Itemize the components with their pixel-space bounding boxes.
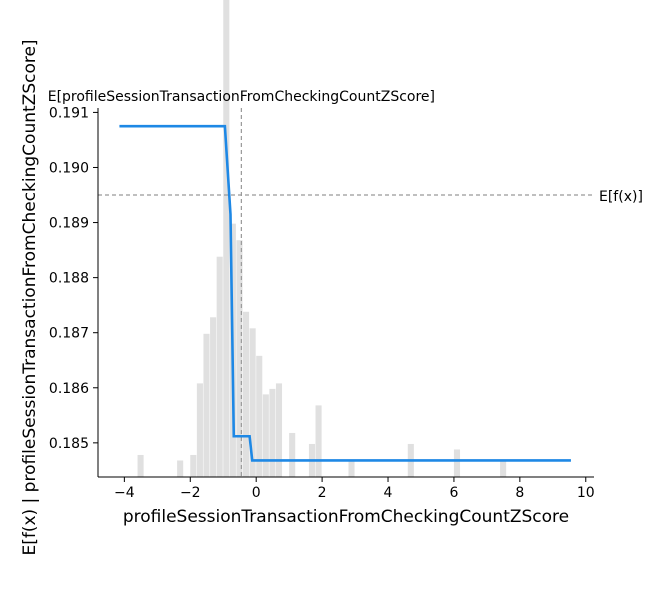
- histogram-bar: [243, 311, 250, 477]
- histogram-bar: [137, 454, 144, 477]
- x-tick-label: −2: [180, 485, 201, 501]
- histogram-bar: [216, 256, 223, 477]
- y-tick-label: 0.187: [49, 326, 89, 342]
- axes: −4 −2 0 2 4 6 8 10 0.1850.1860.1870.1880.1890.1…: [49, 105, 595, 501]
- x-tick-label: 0: [252, 485, 261, 501]
- dependence-line-layer: [119, 124, 571, 462]
- histogram-bar: [500, 460, 507, 477]
- histogram-bar: [203, 333, 210, 477]
- x-axis-title: profileSessionTransactionFromCheckingCou…: [123, 507, 569, 527]
- histogram-bar: [223, 0, 230, 477]
- expected-feature-label: E[profileSessionTransactionFromCheckingC…: [48, 89, 435, 105]
- histogram-bar: [210, 317, 217, 477]
- y-tick-label: 0.189: [49, 216, 89, 232]
- histogram-bar: [315, 405, 322, 477]
- y-axis-title: E[f(x) | profileSessionTransactionFromCh…: [20, 39, 40, 555]
- y-tick-label: 0.186: [49, 381, 89, 397]
- x-tick-label: 4: [384, 485, 393, 501]
- histogram-bar: [269, 388, 276, 477]
- feature-histogram: [137, 0, 507, 477]
- x-axis-ticks: −4 −2 0 2 4 6 8 10: [114, 477, 595, 501]
- reference-lines: [98, 108, 594, 477]
- x-tick-label: 8: [515, 485, 524, 501]
- histogram-bar: [177, 460, 184, 477]
- x-tick-label: 10: [577, 485, 595, 501]
- x-tick-label: 2: [318, 485, 327, 501]
- histogram-bar: [275, 383, 283, 477]
- expected-value-label: E[f(x)]: [599, 189, 643, 205]
- histogram-bar: [196, 383, 203, 477]
- x-tick-label: −4: [114, 485, 135, 501]
- histogram-bar: [190, 454, 197, 477]
- histogram-bar: [453, 449, 461, 477]
- y-tick-label: 0.188: [49, 271, 89, 287]
- y-tick-label: 0.190: [49, 160, 89, 176]
- y-tick-label: 0.185: [49, 436, 89, 452]
- y-axis-ticks: 0.185 0.186 0.187 0.188 0.189 0.190 0.191: [49, 105, 98, 452]
- histogram-bar: [249, 328, 256, 477]
- dependence-line: [119, 124, 571, 462]
- histogram-bar: [256, 355, 263, 477]
- histogram-bar: [236, 240, 243, 477]
- x-tick-label: 6: [449, 485, 458, 501]
- histogram-bar: [289, 432, 296, 477]
- histogram-bar: [348, 460, 355, 477]
- y-tick-label: 0.191: [49, 105, 89, 121]
- histogram-bar: [262, 394, 269, 477]
